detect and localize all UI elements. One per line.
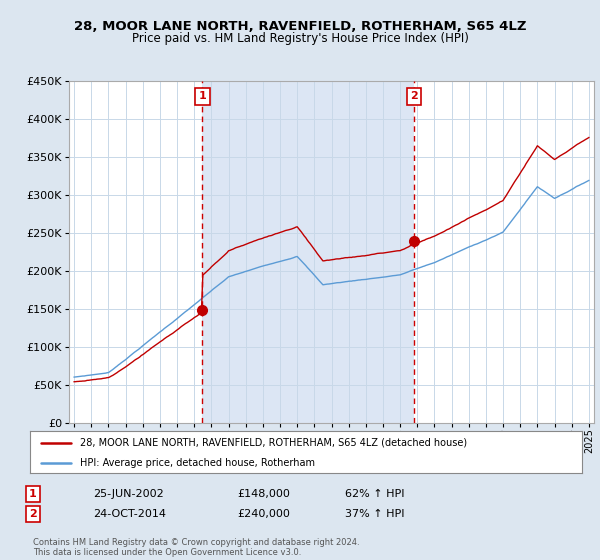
Text: 28, MOOR LANE NORTH, RAVENFIELD, ROTHERHAM, S65 4LZ: 28, MOOR LANE NORTH, RAVENFIELD, ROTHERH… xyxy=(74,20,526,32)
Text: HPI: Average price, detached house, Rotherham: HPI: Average price, detached house, Roth… xyxy=(80,458,314,468)
Text: 62% ↑ HPI: 62% ↑ HPI xyxy=(345,489,404,499)
Text: Contains HM Land Registry data © Crown copyright and database right 2024.
This d: Contains HM Land Registry data © Crown c… xyxy=(33,538,359,557)
Text: 2: 2 xyxy=(29,509,37,519)
Text: 25-JUN-2002: 25-JUN-2002 xyxy=(93,489,164,499)
Text: Price paid vs. HM Land Registry's House Price Index (HPI): Price paid vs. HM Land Registry's House … xyxy=(131,32,469,45)
Text: 28, MOOR LANE NORTH, RAVENFIELD, ROTHERHAM, S65 4LZ (detached house): 28, MOOR LANE NORTH, RAVENFIELD, ROTHERH… xyxy=(80,438,467,448)
Text: 2: 2 xyxy=(410,91,418,101)
Text: £240,000: £240,000 xyxy=(237,509,290,519)
Text: 1: 1 xyxy=(29,489,37,499)
Text: £148,000: £148,000 xyxy=(237,489,290,499)
Text: 37% ↑ HPI: 37% ↑ HPI xyxy=(345,509,404,519)
Text: 24-OCT-2014: 24-OCT-2014 xyxy=(93,509,166,519)
Bar xyxy=(202,81,414,423)
Text: 1: 1 xyxy=(199,91,206,101)
